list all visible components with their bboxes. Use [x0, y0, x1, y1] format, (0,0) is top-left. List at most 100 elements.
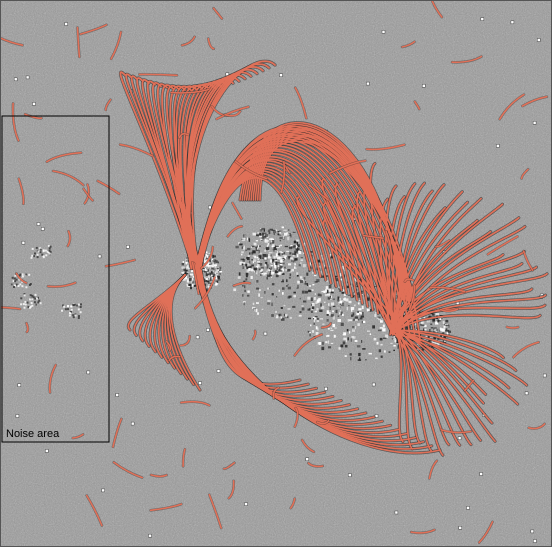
speckle [332, 305, 336, 307]
stray-segment [316, 419, 330, 425]
stray-segment [231, 202, 243, 220]
speckle [47, 244, 50, 247]
speckle [190, 285, 192, 290]
speckle [343, 298, 346, 301]
stray-segment [15, 272, 28, 284]
white-dot [371, 382, 376, 387]
speckle [299, 311, 302, 313]
speckle [15, 278, 18, 281]
speckle [205, 277, 208, 280]
speckle [22, 303, 25, 306]
speckle [273, 246, 277, 250]
speckle [256, 302, 259, 304]
stray-segment [105, 259, 136, 267]
speckle [203, 258, 205, 261]
speckle [19, 283, 22, 286]
speckle [186, 283, 190, 286]
white-dot [64, 22, 68, 26]
stray-segment [506, 326, 519, 329]
speckle [294, 263, 296, 266]
coronal-loop [322, 201, 394, 335]
speckle [293, 245, 296, 248]
speckle [391, 338, 394, 340]
speckle [359, 312, 363, 315]
speckle [34, 297, 37, 300]
white-dot [458, 526, 462, 530]
speckle [257, 261, 260, 263]
stray-segment [428, 460, 438, 480]
speckle [330, 314, 334, 317]
speckle [320, 303, 322, 307]
speckle [287, 296, 290, 299]
speckle [191, 269, 194, 273]
speckle [312, 303, 315, 307]
speckle [251, 251, 254, 255]
speckle [390, 342, 393, 344]
speckle [275, 274, 279, 278]
speckle [243, 245, 245, 248]
coronal-loop [391, 294, 547, 335]
speckle [276, 247, 279, 249]
speckle [255, 246, 258, 250]
speckle [289, 247, 292, 250]
speckle [185, 268, 188, 271]
speckle [290, 257, 293, 260]
speckle [283, 266, 286, 269]
stray-segment [67, 230, 71, 247]
speckle [68, 314, 71, 317]
speckle [257, 245, 260, 248]
stray-segment [96, 180, 120, 195]
speckle [358, 302, 360, 305]
speckle [210, 260, 212, 262]
speckle [308, 289, 312, 293]
stray-segment [110, 31, 122, 60]
speckle [210, 263, 213, 265]
speckle [30, 256, 33, 259]
stray-segment [478, 521, 494, 544]
speckle [312, 316, 317, 320]
speckle [316, 299, 320, 303]
speckle [246, 257, 249, 259]
stray-segment [439, 308, 459, 313]
speckle [316, 307, 319, 311]
speckle [190, 284, 194, 287]
speckle [345, 339, 347, 343]
stray-segment [272, 387, 280, 400]
speckle [258, 263, 261, 265]
speckle [287, 255, 291, 260]
speckle [279, 239, 281, 242]
speckle [39, 302, 42, 305]
speckle [341, 302, 344, 305]
speckle [274, 260, 278, 262]
stray-segment [280, 160, 286, 194]
speckle [335, 309, 338, 314]
speckle [279, 251, 282, 253]
speckle [281, 281, 284, 283]
speckle [263, 238, 265, 241]
white-dot [466, 506, 470, 510]
speckle [259, 289, 261, 292]
stray-segment [527, 423, 546, 430]
speckle [360, 315, 365, 318]
stray-segment [150, 474, 168, 478]
speckle [23, 306, 26, 309]
coronal-loop [393, 182, 426, 336]
speckle [362, 311, 364, 316]
speckle [12, 280, 15, 283]
speckle [269, 273, 272, 277]
speckle [186, 277, 190, 279]
speckle [340, 300, 344, 302]
speckle [396, 340, 399, 343]
speckle [48, 247, 51, 250]
speckle [356, 312, 360, 316]
speckle [39, 251, 42, 254]
speckle [257, 312, 259, 315]
speckle [21, 273, 24, 276]
stray-segment [294, 407, 299, 428]
speckle [273, 255, 276, 260]
speckle [273, 233, 275, 236]
speckle [11, 276, 14, 279]
coronal-loop [391, 216, 520, 328]
speckle [366, 309, 370, 312]
speckle [264, 291, 266, 294]
